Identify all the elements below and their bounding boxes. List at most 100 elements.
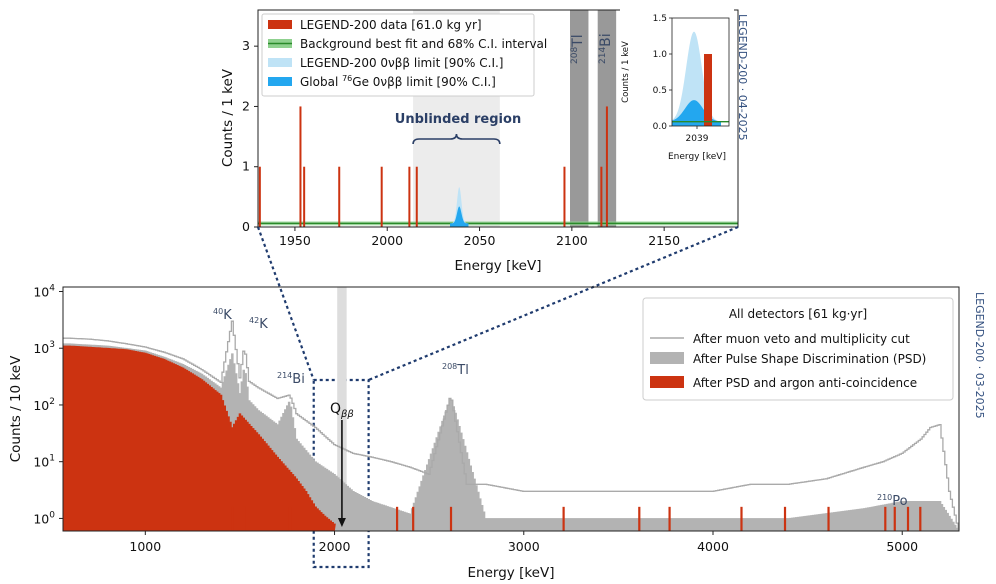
zoom-line-right bbox=[368, 225, 739, 382]
inset-x-tick-label-2000: 2000 bbox=[371, 233, 403, 248]
mini-y-ticks: 0.0 0.5 1.0 1.5 bbox=[653, 14, 672, 132]
inset-event-4 bbox=[380, 166, 383, 227]
mini-inset-background bbox=[620, 8, 734, 166]
mini-y-tick-label-1: 0.5 bbox=[653, 86, 667, 96]
qbb-label: Qββ bbox=[330, 401, 354, 420]
mini-y-tick-label-3: 1.5 bbox=[653, 14, 667, 24]
k42-label: 42K bbox=[249, 316, 268, 332]
main-x-tick-label-2000: 2000 bbox=[319, 539, 351, 554]
main-x-tick-label-1000: 1000 bbox=[129, 539, 161, 554]
inset-y-tick-label-2: 2 bbox=[242, 98, 250, 113]
lar-event-0 bbox=[231, 506, 234, 531]
tl208-label: 208Tl bbox=[442, 362, 469, 378]
inset-axes-frame bbox=[257, 9, 739, 228]
mini-inset: 0.0 0.5 1.0 1.5 2039 Energy [keV] Counts / … bbox=[620, 8, 734, 166]
inset-data-events bbox=[258, 106, 608, 227]
inset-watermark: LEGEND-200 · 04-2025 bbox=[736, 14, 749, 141]
main-legend-label-lar: After PSD and argon anti-coincidence bbox=[693, 376, 917, 390]
inset-y-axis-label: Counts / 1 keV bbox=[220, 68, 236, 167]
legend-swatch-data bbox=[268, 20, 292, 29]
series-psd-lar bbox=[63, 345, 336, 531]
lar-event-12 bbox=[884, 506, 887, 531]
legend-label-fit: Background best fit and 68% C.I. interva… bbox=[300, 37, 547, 51]
inset-event-2 bbox=[303, 166, 306, 227]
legend-label-data: LEGEND-200 data [61.0 kg yr] bbox=[300, 18, 482, 32]
inset-panel: 1950 2000 2050 2100 2150 0 1 2 3 Energy [keV] C… bbox=[220, 8, 749, 274]
main-watermark: LEGEND-200 · 03-2025 bbox=[973, 292, 986, 419]
inset-y-tick-label-3: 3 bbox=[242, 38, 250, 53]
mini-y-tick-label-0: 0.0 bbox=[653, 122, 668, 132]
main-x-tick-label-4000: 4000 bbox=[697, 539, 729, 554]
legend-swatch-l200-limit bbox=[268, 58, 292, 67]
inset-event-3 bbox=[338, 166, 341, 227]
main-panel: 1000 2000 3000 4000 5000 100 101 102 103 104 Ene… bbox=[8, 283, 986, 581]
inset-global-limit bbox=[450, 206, 469, 227]
series-muon-veto bbox=[63, 320, 959, 531]
lar-event-11 bbox=[827, 506, 830, 531]
main-y-axis-label: Counts / 10 keV bbox=[8, 355, 24, 462]
unblinded-region-label: Unblinded region bbox=[395, 112, 521, 127]
main-y-ticks: 100 101 102 103 104 bbox=[33, 283, 63, 526]
main-axes-frame bbox=[62, 286, 960, 532]
mini-x-tick-label: 2039 bbox=[686, 134, 709, 144]
mini-data-bar bbox=[704, 54, 712, 126]
inset-x-tick-label-2050: 2050 bbox=[464, 233, 496, 248]
main-legend-title: All detectors [61 kg·yr] bbox=[729, 307, 867, 321]
bi214-label: 214Bi bbox=[277, 371, 305, 387]
lar-event-7 bbox=[638, 506, 641, 531]
lar-event-1 bbox=[243, 506, 246, 531]
qbb-arrow-head bbox=[337, 518, 346, 527]
inset-event-6 bbox=[415, 166, 418, 227]
lar-event-4 bbox=[412, 506, 415, 531]
main-legend-swatch-psd bbox=[650, 352, 684, 364]
inset-event-1 bbox=[299, 106, 302, 227]
main-x-axis-label: Energy [keV] bbox=[468, 565, 555, 581]
main-y-tick-label-2: 102 bbox=[33, 397, 55, 413]
main-y-tick-label-0: 100 bbox=[33, 510, 55, 526]
lar-event-15 bbox=[919, 506, 922, 531]
inset-x-tick-label-2100: 2100 bbox=[556, 233, 588, 248]
main-x-ticks: 1000 2000 3000 4000 5000 bbox=[129, 531, 918, 554]
inset-legend-box bbox=[261, 13, 535, 97]
inset-x-ticks: 1950 2000 2050 2100 2150 bbox=[279, 227, 680, 248]
main-y-tick-label-4: 104 bbox=[33, 283, 55, 299]
inset-y-tick-label-0: 0 bbox=[242, 219, 250, 234]
mini-y-axis-label: Counts / 1 keV bbox=[621, 41, 631, 103]
main-x-tick-label-3000: 3000 bbox=[508, 539, 540, 554]
main-y-tick-label-3: 103 bbox=[33, 340, 55, 356]
lar-event-8 bbox=[668, 506, 671, 531]
inset-x-tick-label-1950: 1950 bbox=[279, 233, 311, 248]
inset-y-ticks: 0 1 2 3 bbox=[242, 38, 258, 234]
lar-event-2 bbox=[288, 506, 292, 531]
inset-x-tick-label-2150: 2150 bbox=[648, 233, 680, 248]
main-blinded-window bbox=[337, 287, 347, 531]
main-legend-box bbox=[642, 297, 954, 401]
lar-event-3 bbox=[395, 506, 399, 531]
main-y-tick-label-1: 101 bbox=[33, 454, 55, 470]
mini-axes-frame bbox=[671, 17, 730, 127]
main-legend-label-psd: After Pulse Shape Discrimination (PSD) bbox=[693, 352, 926, 366]
mini-legend200-limit bbox=[672, 31, 721, 126]
inset-tl208-label: 208Tl bbox=[570, 34, 586, 64]
lar-event-14 bbox=[906, 506, 910, 531]
main-legend-swatch-lar bbox=[650, 376, 684, 388]
lar-event-13 bbox=[893, 506, 896, 531]
mini-x-axis-label: Energy [keV] bbox=[668, 152, 726, 162]
zoom-line-left bbox=[256, 226, 315, 381]
lar-surviving-events bbox=[231, 506, 922, 531]
inset-excluded-band-0 bbox=[570, 10, 589, 227]
inset-legend: LEGEND-200 data [61.0 kg yr] Background … bbox=[261, 13, 547, 97]
inset-bi214-label: 214Bi bbox=[598, 33, 614, 64]
inset-event-8 bbox=[600, 166, 603, 227]
main-x-tick-label-5000: 5000 bbox=[886, 539, 918, 554]
lar-event-6 bbox=[562, 506, 565, 531]
legend-label-l200-limit: LEGEND-200 0νββ limit [90% C.I.] bbox=[300, 56, 504, 70]
inset-event-9 bbox=[605, 106, 608, 227]
lar-event-5 bbox=[449, 506, 453, 531]
inset-event-5 bbox=[408, 166, 411, 227]
inset-y-tick-label-1: 1 bbox=[242, 159, 250, 174]
inset-event-7 bbox=[563, 166, 566, 227]
inset-event-0 bbox=[258, 166, 261, 227]
unblinded-bracket bbox=[412, 133, 501, 145]
